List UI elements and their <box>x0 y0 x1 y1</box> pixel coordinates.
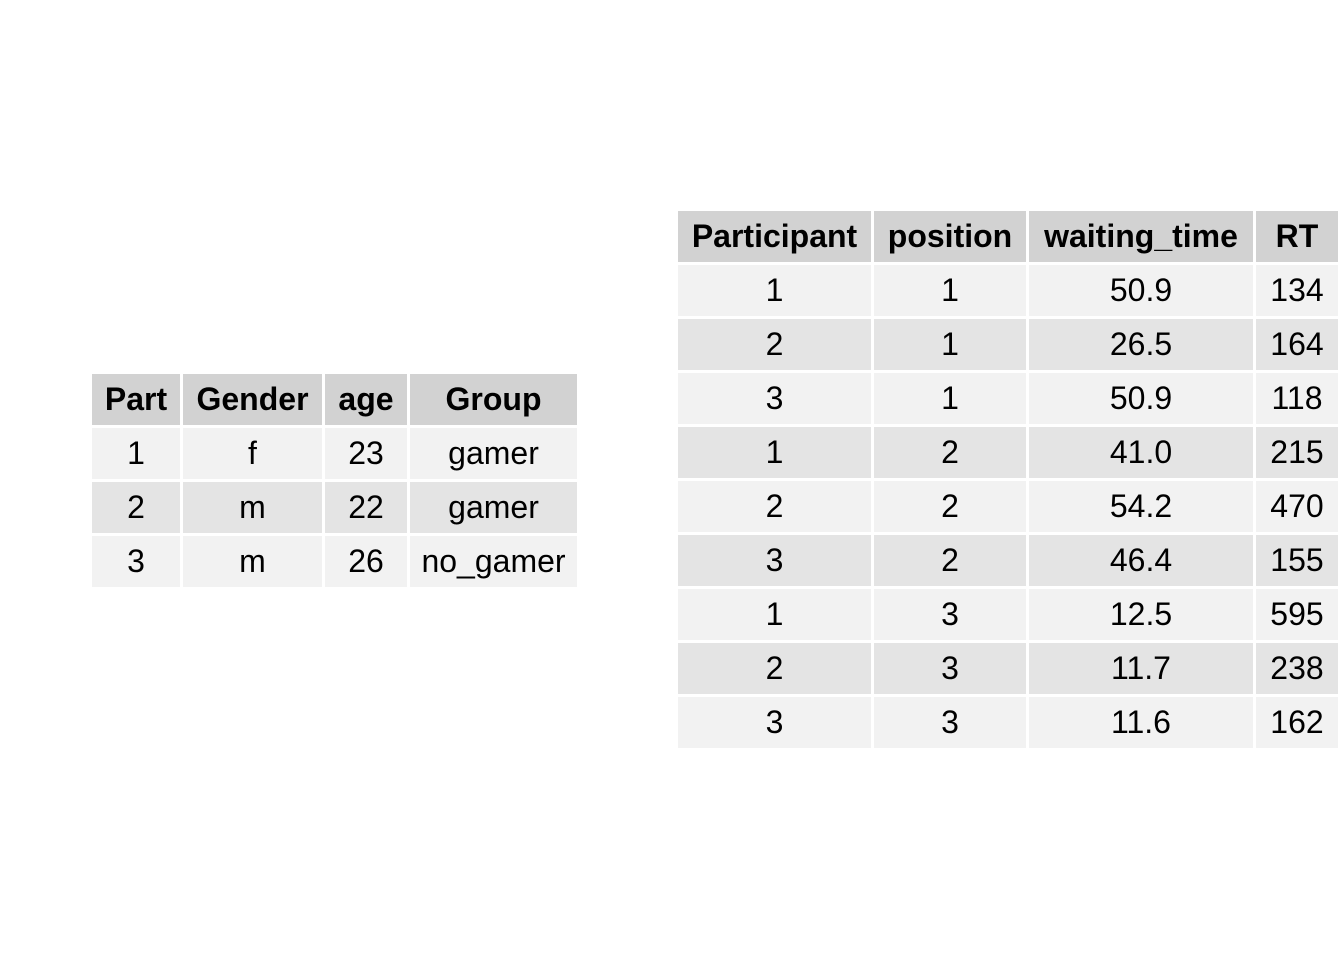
table-cell: 54.2 <box>1029 481 1253 532</box>
table-cell: gamer <box>410 482 577 533</box>
table-cell: 2 <box>678 481 871 532</box>
table-cell: 50.9 <box>1029 373 1253 424</box>
table-row: 3 2 46.4 155 <box>678 535 1338 586</box>
table-cell: 1 <box>678 427 871 478</box>
table-cell: 3 <box>874 643 1026 694</box>
table-row: 1 2 41.0 215 <box>678 427 1338 478</box>
table-cell: 12.5 <box>1029 589 1253 640</box>
table-header-row: Part Gender age Group <box>92 374 577 425</box>
column-header: waiting_time <box>1029 211 1253 262</box>
table-cell: 11.7 <box>1029 643 1253 694</box>
table-cell: gamer <box>410 428 577 479</box>
table-header-row: Participant position waiting_time RT <box>678 211 1338 262</box>
table-cell: 2 <box>874 535 1026 586</box>
table-cell: 50.9 <box>1029 265 1253 316</box>
table-cell: 162 <box>1256 697 1338 748</box>
table-cell: f <box>183 428 322 479</box>
table-cell: m <box>183 482 322 533</box>
table-cell: 3 <box>874 697 1026 748</box>
column-header: Participant <box>678 211 871 262</box>
table-row: 1 1 50.9 134 <box>678 265 1338 316</box>
table-cell: 2 <box>92 482 180 533</box>
table-row: 2 2 54.2 470 <box>678 481 1338 532</box>
table-row: 2 m 22 gamer <box>92 482 577 533</box>
table-row: 2 1 26.5 164 <box>678 319 1338 370</box>
column-header: Group <box>410 374 577 425</box>
table-cell: 3 <box>678 373 871 424</box>
participants-table: Part Gender age Group 1 f 23 gamer 2 m 2… <box>89 371 580 590</box>
table-row: 1 f 23 gamer <box>92 428 577 479</box>
table-cell: 1 <box>874 319 1026 370</box>
column-header: position <box>874 211 1026 262</box>
table-cell: 118 <box>1256 373 1338 424</box>
table-cell: 11.6 <box>1029 697 1253 748</box>
table-cell: 3 <box>874 589 1026 640</box>
table-cell: 215 <box>1256 427 1338 478</box>
table-cell: 1 <box>874 265 1026 316</box>
table-cell: 41.0 <box>1029 427 1253 478</box>
table-cell: 595 <box>1256 589 1338 640</box>
table-cell: 1 <box>92 428 180 479</box>
table-cell: 26.5 <box>1029 319 1253 370</box>
table-cell: 2 <box>874 427 1026 478</box>
table-cell: 1 <box>678 265 871 316</box>
table-cell: m <box>183 536 322 587</box>
table-cell: 155 <box>1256 535 1338 586</box>
column-header: Gender <box>183 374 322 425</box>
table-cell: 3 <box>678 697 871 748</box>
table-cell: 26 <box>325 536 407 587</box>
table-cell: 1 <box>874 373 1026 424</box>
table-row: 3 m 26 no_gamer <box>92 536 577 587</box>
column-header: RT <box>1256 211 1338 262</box>
table-cell: 238 <box>1256 643 1338 694</box>
table-cell: 23 <box>325 428 407 479</box>
table-cell: 470 <box>1256 481 1338 532</box>
table-cell: 164 <box>1256 319 1338 370</box>
table-cell: 2 <box>678 643 871 694</box>
table-cell: 2 <box>678 319 871 370</box>
table-cell: 3 <box>678 535 871 586</box>
trials-table: Participant position waiting_time RT 1 1… <box>675 208 1341 751</box>
table-cell: 46.4 <box>1029 535 1253 586</box>
table-cell: 134 <box>1256 265 1338 316</box>
table-row: 3 3 11.6 162 <box>678 697 1338 748</box>
table-row: 2 3 11.7 238 <box>678 643 1338 694</box>
column-header: age <box>325 374 407 425</box>
table-cell: 2 <box>874 481 1026 532</box>
table-cell: 22 <box>325 482 407 533</box>
table-row: 3 1 50.9 118 <box>678 373 1338 424</box>
column-header: Part <box>92 374 180 425</box>
table-cell: 1 <box>678 589 871 640</box>
table-cell: 3 <box>92 536 180 587</box>
table-row: 1 3 12.5 595 <box>678 589 1338 640</box>
table-cell: no_gamer <box>410 536 577 587</box>
